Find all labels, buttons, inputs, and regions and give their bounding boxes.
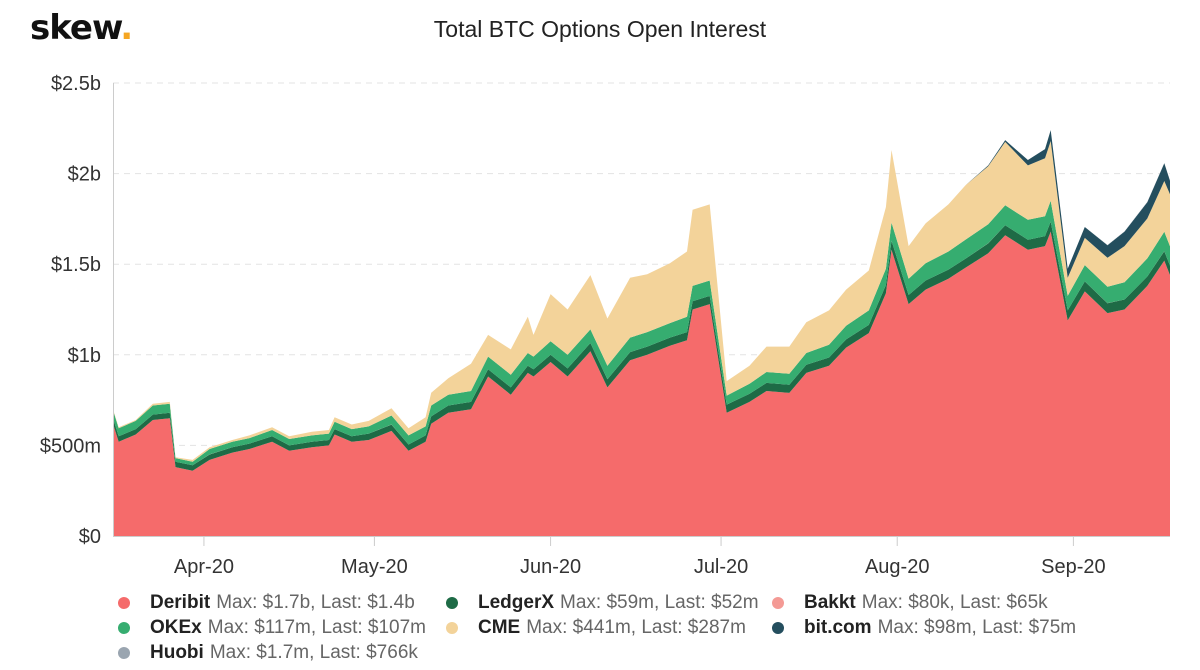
chart-title: Total BTC Options Open Interest xyxy=(433,16,767,42)
legend-series-stats: Max: $1.7b, Last: $1.4b xyxy=(216,591,415,613)
legend-swatch xyxy=(772,621,784,634)
legend-series-name: bit.com xyxy=(804,616,872,638)
legend-series-stats: Max: $80k, Last: $65k xyxy=(861,591,1048,613)
legend-swatch xyxy=(118,646,130,659)
y-axis-ticks: $0 $500m $1b $1.5b $2b $2.5b xyxy=(40,73,101,548)
legend-series-stats: Max: $1.7m, Last: $766k xyxy=(209,641,418,663)
legend-item-cme[interactable]: CME Max: $441m, Last: $287m xyxy=(446,617,772,639)
legend-series-name: Bakkt xyxy=(804,591,856,613)
y-tick-label: $2b xyxy=(68,164,101,186)
legend-series-name: LedgerX xyxy=(478,591,555,613)
legend-series-name: Deribit xyxy=(150,591,211,613)
legend-series-name: CME xyxy=(478,616,521,638)
legend-item-bit-com[interactable]: bit.com Max: $98m, Last: $75m xyxy=(772,617,1102,639)
skew-logo: skew. xyxy=(30,8,133,48)
legend-row: Huobi Max: $1.7m, Last: $766k xyxy=(118,640,1178,665)
legend-series-stats: Max: $59m, Last: $52m xyxy=(560,591,759,613)
legend-item-huobi[interactable]: Huobi Max: $1.7m, Last: $766k xyxy=(118,642,446,664)
y-tick-label: $500m xyxy=(40,435,101,457)
legend-series-stats: Max: $98m, Last: $75m xyxy=(877,616,1077,638)
x-tick-label: May-20 xyxy=(341,556,408,578)
legend-swatch xyxy=(446,596,458,609)
y-tick-label: $2.5b xyxy=(51,73,101,95)
legend-series-name: OKEx xyxy=(150,616,202,638)
legend-swatch xyxy=(118,621,130,634)
x-tick-label: Sep-20 xyxy=(1041,556,1106,578)
x-tick-label: Jun-20 xyxy=(520,556,581,578)
legend-swatch xyxy=(772,596,784,609)
x-tick-label: Aug-20 xyxy=(865,556,930,578)
legend-row: OKEx Max: $117m, Last: $107m CME Max: $441m… xyxy=(118,615,1178,640)
legend-item-deribit[interactable]: Deribit Max: $1.7b, Last: $1.4b xyxy=(118,592,446,614)
legend-series-stats: Max: $441m, Last: $287m xyxy=(526,616,746,638)
area-series-cme xyxy=(113,141,1170,462)
y-tick-label: $1b xyxy=(68,345,101,367)
legend-row: Deribit Max: $1.7b, Last: $1.4b LedgerX Max… xyxy=(118,590,1178,615)
legend-series-stats: Max: $117m, Last: $107m xyxy=(207,616,427,638)
y-tick-label: $1.5b xyxy=(51,254,101,276)
legend-item-okex[interactable]: OKEx Max: $117m, Last: $107m xyxy=(118,617,446,639)
stacked-areas xyxy=(113,130,1170,536)
x-tick-label: Apr-20 xyxy=(174,556,234,578)
legend-swatch xyxy=(446,621,458,634)
legend-swatch xyxy=(118,596,130,609)
chart-plot: $0 $500m $1b $1.5b $2b $2.5b Apr-20 May-20 Jun-… xyxy=(40,73,1170,578)
legend-item-bakkt[interactable]: Bakkt Max: $80k, Last: $65k xyxy=(772,592,1102,614)
x-tick-label: Jul-20 xyxy=(694,556,748,578)
legend-item-ledgerx[interactable]: LedgerX Max: $59m, Last: $52m xyxy=(446,592,772,614)
x-axis-ticks: Apr-20 May-20 Jun-20 Jul-20 Aug-20 Sep-20 xyxy=(174,536,1106,578)
y-tick-label: $0 xyxy=(79,526,101,548)
chart-legend: Deribit Max: $1.7b, Last: $1.4b LedgerX Max… xyxy=(118,590,1178,665)
legend-series-name: Huobi xyxy=(150,641,204,663)
area-series-deribit xyxy=(113,231,1170,536)
